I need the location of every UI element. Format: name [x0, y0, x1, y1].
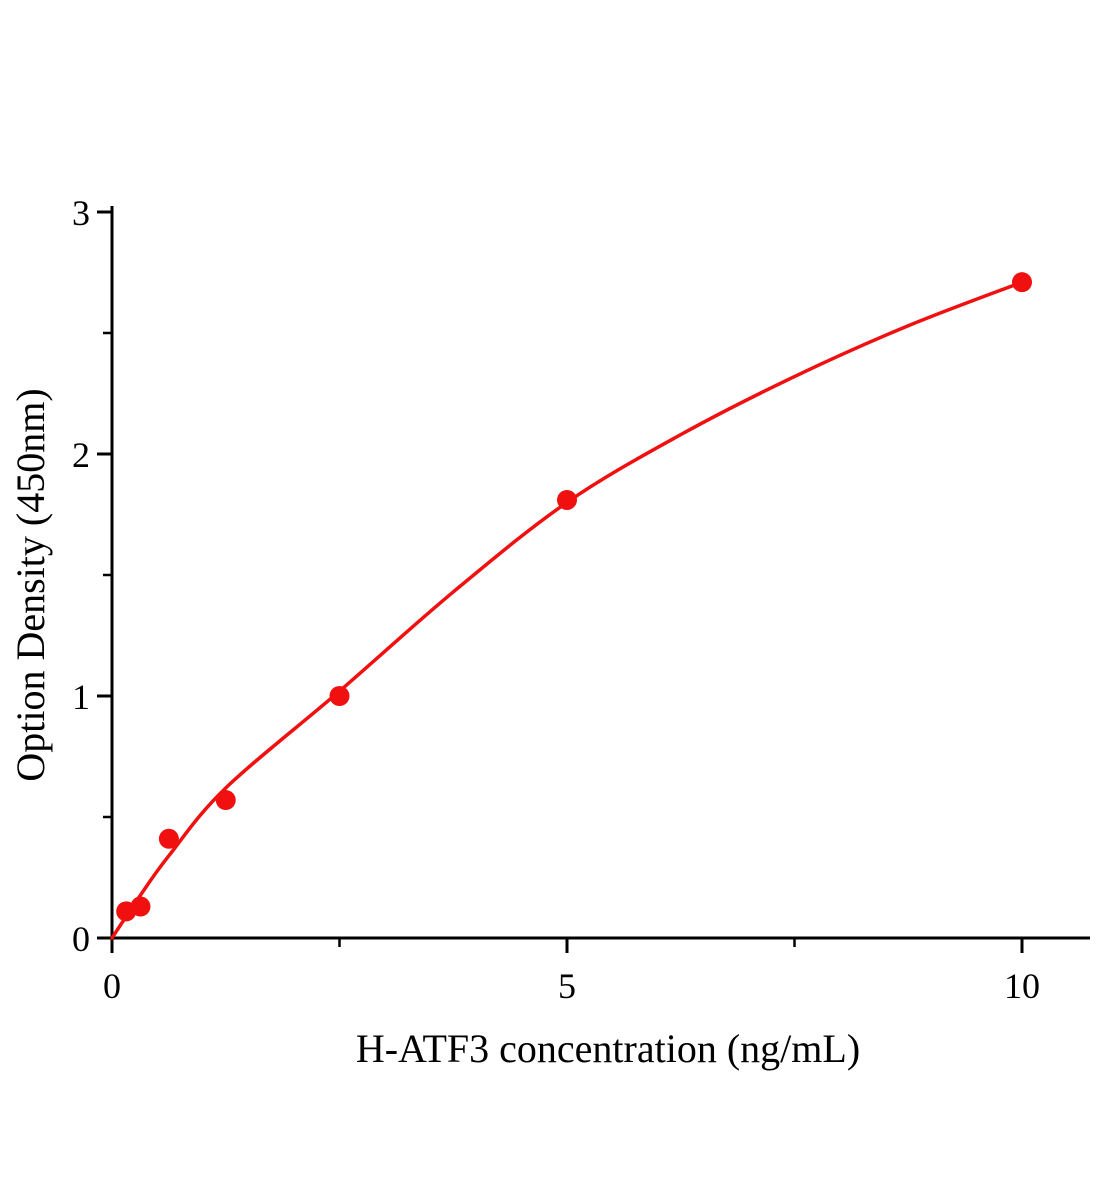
data-point — [215, 790, 236, 811]
y-tick-label: 3 — [72, 193, 90, 233]
fit-curve-line — [110, 280, 1024, 940]
data-point — [158, 828, 179, 849]
x-tick-label: 0 — [103, 966, 121, 1006]
data-point — [557, 489, 577, 510]
data-points — [116, 272, 1032, 922]
data-point — [130, 896, 151, 917]
data-point — [329, 686, 350, 706]
fit-curve-path — [110, 280, 1024, 940]
data-point — [1012, 272, 1032, 293]
axes — [110, 206, 1090, 940]
y-tick-label: 1 — [72, 677, 90, 717]
y-tick-label: 0 — [72, 919, 90, 959]
ticks: 0 5 10 0 1 2 3 — [72, 193, 1040, 1006]
x-tick-label: 5 — [558, 966, 576, 1006]
x-tick-label: 10 — [1004, 966, 1040, 1006]
x-axis-label: H-ATF3 concentration (ng/mL) — [356, 1026, 860, 1071]
y-tick-label: 2 — [72, 435, 90, 475]
y-axis-label: Option Density (450nm) — [8, 388, 53, 781]
